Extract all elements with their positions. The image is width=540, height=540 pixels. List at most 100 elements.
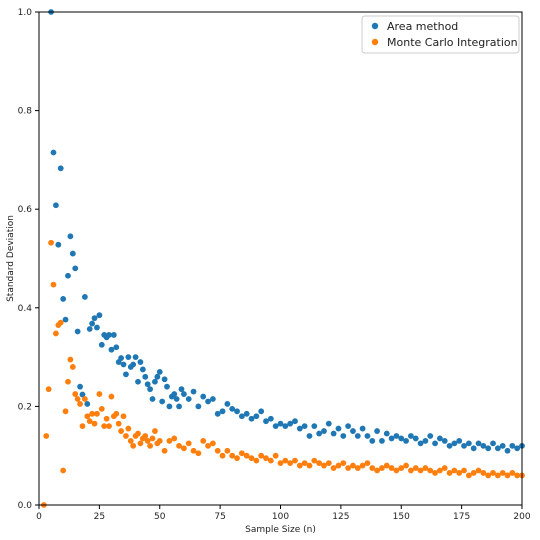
monte-carlo-point	[485, 472, 492, 479]
monte-carlo-point	[480, 470, 487, 476]
monte-carlo-point	[98, 405, 105, 412]
area-method-point	[509, 442, 516, 449]
area-method-point	[321, 428, 327, 434]
area-method-point	[214, 410, 221, 417]
area-method-point	[408, 433, 414, 439]
area-method-point	[253, 413, 260, 420]
monte-carlo-point	[77, 401, 83, 407]
area-method-point	[350, 428, 356, 434]
monte-carlo-point	[369, 465, 376, 471]
monte-carlo-point	[504, 472, 511, 479]
monte-carlo-point	[234, 455, 240, 462]
area-method-point	[272, 423, 279, 430]
monte-carlo-point	[94, 410, 100, 417]
monte-carlo-point	[316, 460, 323, 466]
area-method-point	[292, 418, 298, 425]
monte-carlo-point	[149, 435, 156, 442]
area-method-point	[55, 241, 62, 248]
x-tick-label: 25	[94, 512, 105, 522]
area-method-point	[475, 440, 482, 447]
y-tick-label: 0.4	[18, 304, 33, 314]
monte-carlo-point	[79, 423, 86, 430]
y-tick-label: 0.8	[18, 107, 33, 117]
area-method-point	[142, 373, 149, 380]
monte-carlo-point	[190, 447, 197, 454]
area-method-point	[125, 354, 132, 360]
area-method-point	[67, 233, 74, 240]
area-method-point	[330, 430, 337, 437]
area-method-point	[229, 405, 236, 412]
monte-carlo-point	[446, 470, 453, 476]
area-method-point	[470, 445, 477, 452]
area-method-point	[137, 359, 144, 365]
area-method-point	[110, 332, 117, 338]
area-method-point	[154, 373, 161, 380]
area-method-point	[178, 386, 185, 393]
area-method-point	[200, 393, 207, 400]
area-method-point	[296, 425, 303, 432]
monte-carlo-point	[106, 423, 112, 430]
area-method-point	[417, 440, 424, 447]
area-method-point	[485, 445, 492, 452]
monte-carlo-point	[494, 472, 501, 479]
area-method-point	[436, 435, 443, 442]
monte-carlo-point	[335, 462, 342, 469]
monte-carlo-point	[287, 460, 294, 466]
area-method-point	[311, 423, 318, 430]
monte-carlo-point	[292, 457, 298, 464]
monte-carlo-point	[185, 440, 192, 447]
monte-carlo-point	[364, 460, 371, 466]
area-method-point	[325, 420, 332, 427]
monte-carlo-point	[50, 281, 57, 288]
monte-carlo-point	[166, 438, 173, 444]
area-method-point	[219, 408, 226, 415]
area-method-point	[374, 428, 380, 434]
monte-carlo-point	[161, 447, 168, 454]
area-method-point	[130, 361, 137, 368]
monte-carlo-point	[84, 413, 91, 420]
area-method-point	[74, 328, 81, 335]
monte-carlo-point	[258, 452, 265, 459]
area-method-point	[316, 430, 323, 437]
monte-carlo-point	[96, 391, 103, 397]
area-method-point	[267, 415, 274, 422]
area-method-point	[248, 415, 255, 422]
monte-carlo-point	[60, 467, 67, 474]
area-method-point	[147, 386, 153, 393]
monte-carlo-point	[57, 319, 64, 326]
monte-carlo-point	[470, 470, 477, 476]
monte-carlo-point	[120, 413, 127, 420]
y-tick-label: 1.0	[18, 8, 33, 18]
monte-carlo-point	[229, 452, 236, 459]
x-tick-label: 0	[36, 512, 42, 522]
monte-carlo-point	[65, 378, 71, 385]
monte-carlo-point	[456, 470, 463, 476]
y-tick-label: 0.0	[18, 501, 33, 511]
area-method-point	[427, 433, 434, 439]
monte-carlo-point	[108, 393, 115, 400]
area-method-point	[243, 410, 250, 417]
monte-carlo-point	[214, 447, 221, 454]
monte-carlo-point	[86, 418, 93, 425]
monte-carlo-point	[436, 467, 443, 474]
area-method-point	[398, 435, 405, 442]
x-tick-label: 75	[214, 512, 225, 522]
monte-carlo-point	[398, 465, 405, 471]
monte-carlo-point	[91, 420, 98, 427]
area-method-point	[224, 401, 231, 407]
area-method-point	[403, 438, 409, 444]
monte-carlo-point	[135, 430, 141, 437]
monte-carlo-point	[301, 460, 308, 466]
y-axis-label: Standard Deviation	[6, 215, 16, 302]
monte-carlo-point	[499, 470, 506, 476]
y-tick-label: 0.6	[18, 205, 33, 215]
legend-label-monte-carlo: Monte Carlo Integration	[387, 36, 518, 49]
monte-carlo-point	[156, 438, 163, 444]
area-method-point	[499, 442, 506, 449]
area-method-point	[393, 433, 400, 439]
area-method-point	[173, 396, 180, 402]
monte-carlo-point	[267, 457, 274, 464]
monte-carlo-point	[130, 442, 137, 449]
area-method-point	[234, 408, 240, 415]
monte-carlo-point	[144, 438, 151, 444]
